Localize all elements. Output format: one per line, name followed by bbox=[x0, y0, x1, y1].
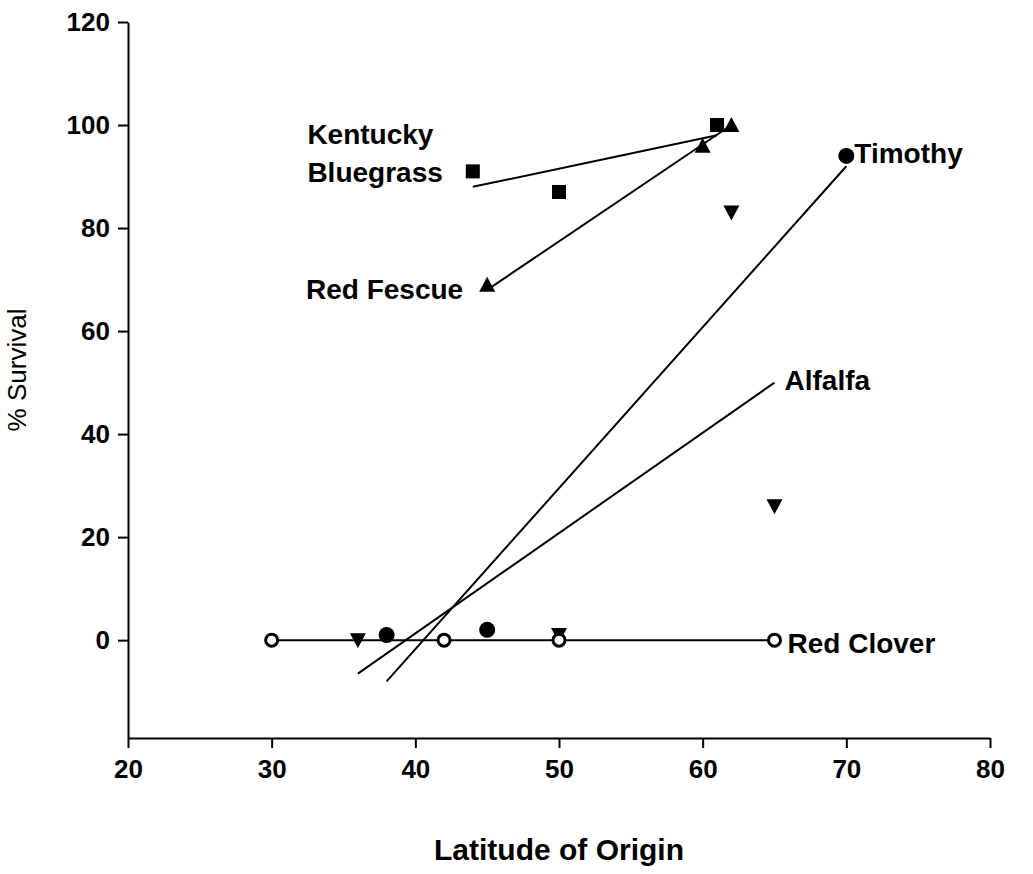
y-tick: 0 bbox=[96, 625, 128, 655]
x-tick-mark bbox=[415, 738, 417, 748]
x-tick: 40 bbox=[401, 738, 430, 784]
series-label: KentuckyBluegrass bbox=[307, 119, 442, 188]
y-tick-label: 0 bbox=[96, 625, 110, 655]
series-label: Timothy bbox=[854, 138, 963, 169]
y-tick: 80 bbox=[81, 213, 128, 243]
y-tick-mark bbox=[118, 22, 128, 24]
y-tick: 20 bbox=[81, 522, 128, 552]
series bbox=[379, 148, 855, 681]
x-tick: 50 bbox=[545, 738, 574, 784]
x-tick-mark bbox=[128, 738, 130, 748]
x-tick-mark bbox=[559, 738, 561, 748]
fit-line bbox=[272, 639, 775, 641]
point bbox=[767, 499, 783, 514]
fit-line bbox=[358, 383, 775, 674]
series bbox=[479, 117, 739, 292]
y-tick-mark bbox=[118, 125, 128, 127]
x-tick-mark bbox=[990, 738, 992, 748]
y-tick-label: 20 bbox=[81, 522, 110, 552]
series bbox=[466, 118, 724, 199]
point bbox=[723, 206, 739, 221]
x-tick-label: 80 bbox=[976, 754, 1005, 784]
x-tick-label: 30 bbox=[258, 754, 287, 784]
y-tick-label: 80 bbox=[81, 213, 110, 243]
plot-area bbox=[266, 117, 855, 681]
x-tick: 30 bbox=[258, 738, 287, 784]
x-tick-label: 50 bbox=[545, 754, 574, 784]
point bbox=[553, 634, 565, 646]
y-axis: 0 20 40 60 80 100 120 bbox=[67, 7, 129, 739]
point bbox=[438, 634, 450, 646]
point bbox=[695, 138, 711, 153]
point bbox=[466, 164, 480, 178]
fit-line bbox=[473, 135, 717, 187]
x-tick-mark bbox=[846, 738, 848, 748]
series bbox=[266, 634, 781, 646]
x-tick-label: 70 bbox=[832, 754, 861, 784]
x-tick: 60 bbox=[689, 738, 718, 784]
point bbox=[552, 185, 566, 199]
y-tick-mark bbox=[118, 228, 128, 230]
y-axis-line bbox=[128, 23, 130, 739]
y-tick-mark bbox=[118, 331, 128, 333]
y-tick-label: 120 bbox=[67, 7, 110, 37]
x-tick: 80 bbox=[976, 738, 1005, 784]
point bbox=[769, 634, 781, 646]
y-tick-label: 60 bbox=[81, 316, 110, 346]
x-tick-mark bbox=[702, 738, 704, 748]
x-axis: 20 30 40 50 60 70 80 bbox=[114, 738, 1005, 784]
x-tick: 20 bbox=[114, 738, 143, 784]
y-tick-mark bbox=[118, 640, 128, 642]
fit-line bbox=[387, 166, 847, 681]
series-label: Alfalfa bbox=[785, 365, 871, 396]
x-tick-label: 20 bbox=[114, 754, 143, 784]
y-tick: 100 bbox=[67, 110, 128, 140]
y-tick: 60 bbox=[81, 316, 128, 346]
series-label: Red Fescue bbox=[306, 274, 463, 305]
y-tick-label: 100 bbox=[67, 110, 110, 140]
y-tick: 120 bbox=[67, 7, 128, 37]
x-tick: 70 bbox=[832, 738, 861, 784]
x-axis-title: Latitude of Origin bbox=[434, 833, 684, 866]
y-axis-title: % Survival bbox=[2, 309, 32, 432]
point bbox=[710, 118, 724, 132]
x-tick-label: 60 bbox=[689, 754, 718, 784]
x-tick-mark bbox=[271, 738, 273, 748]
x-tick-label: 40 bbox=[401, 754, 430, 784]
fit-line bbox=[487, 125, 731, 290]
chart: 20 30 40 50 60 70 80 0 20 40 60 80 100 120 Latitude of… bbox=[0, 0, 1033, 874]
point bbox=[479, 622, 495, 638]
series-labels: KentuckyBluegrass Red Fescue Timothy Alfalf… bbox=[306, 119, 963, 659]
point bbox=[838, 148, 854, 164]
y-tick: 40 bbox=[81, 419, 128, 449]
point bbox=[266, 634, 278, 646]
series-label: Red Clover bbox=[788, 628, 936, 659]
y-tick-mark bbox=[118, 434, 128, 436]
y-tick-mark bbox=[118, 537, 128, 539]
point bbox=[479, 277, 495, 292]
point bbox=[723, 117, 739, 132]
y-tick-label: 40 bbox=[81, 419, 110, 449]
